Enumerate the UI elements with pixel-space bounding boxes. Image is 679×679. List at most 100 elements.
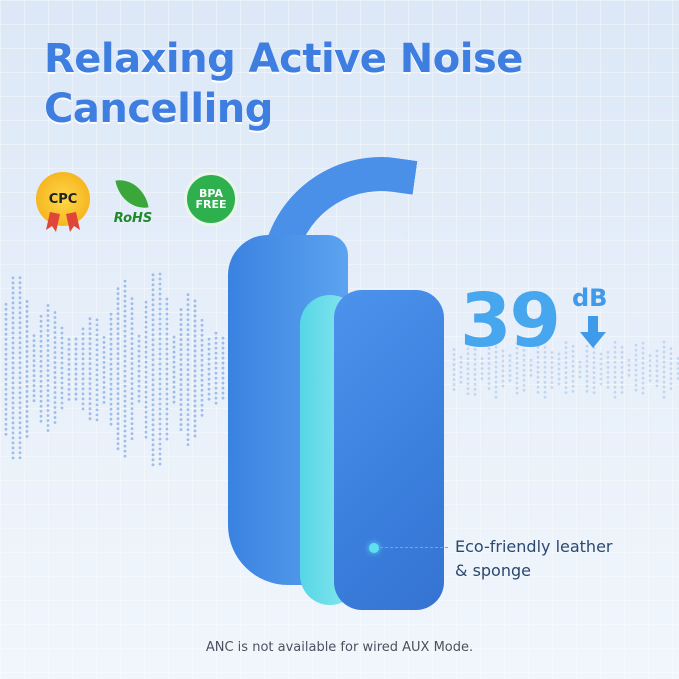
wave-dot xyxy=(109,387,113,391)
wave-dot xyxy=(116,307,120,311)
wave-dot xyxy=(200,413,204,417)
wave-dot xyxy=(557,357,561,361)
wave-dot xyxy=(501,369,505,373)
wave-dot xyxy=(515,386,519,390)
wave-dot xyxy=(158,452,162,456)
wave-dot xyxy=(207,357,211,361)
wave-dot xyxy=(116,407,120,411)
wave-dot xyxy=(186,328,190,332)
wave-dot xyxy=(144,395,148,399)
wave-dot xyxy=(25,320,29,323)
feature-line1: Eco-friendly leather xyxy=(455,537,613,556)
wave-dot xyxy=(46,424,50,427)
wave-dot xyxy=(550,376,554,379)
wave-dot xyxy=(655,384,659,388)
wave-dot xyxy=(18,281,22,285)
wave-dot xyxy=(221,371,225,375)
wave-dot xyxy=(25,380,29,383)
wave-dot xyxy=(172,345,176,349)
noise-reduction-value: 39 xyxy=(460,278,561,364)
wave-dot xyxy=(179,338,183,341)
wave-dot xyxy=(151,383,155,387)
sound-wave-graphic xyxy=(4,272,679,467)
wave-dot xyxy=(515,356,519,360)
wave-dot xyxy=(452,368,456,371)
wave-dot xyxy=(557,352,561,356)
wave-dot xyxy=(144,430,148,434)
wave-dot xyxy=(18,446,22,450)
wave-dot xyxy=(151,428,155,432)
wave-dot xyxy=(4,422,8,426)
wave-dot xyxy=(53,311,57,314)
wave-dot xyxy=(158,332,162,336)
wave-dot xyxy=(473,372,477,376)
wave-dot xyxy=(123,444,127,448)
wave-dot xyxy=(109,417,113,421)
wave-dot xyxy=(46,429,50,432)
wave-dot xyxy=(102,375,106,379)
wave-dot xyxy=(165,322,169,326)
wave-dot xyxy=(116,377,120,381)
wave-dot xyxy=(193,329,197,333)
wave-dot xyxy=(627,358,631,362)
wave-dot xyxy=(144,410,148,414)
wave-dot xyxy=(494,365,498,369)
wave-dot xyxy=(95,353,99,357)
wave-dot xyxy=(214,376,218,380)
wave-dot xyxy=(4,372,8,376)
wave-dot xyxy=(39,369,43,373)
wave-dot xyxy=(67,397,71,401)
wave-dot xyxy=(158,352,162,356)
wave-dot xyxy=(109,362,113,366)
wave-dot xyxy=(662,350,666,354)
wave-dot xyxy=(88,362,92,366)
wave-dot xyxy=(186,408,190,412)
wave-dot xyxy=(130,402,134,406)
wave-dot xyxy=(508,374,512,377)
wave-dot xyxy=(606,371,610,374)
wave-dot xyxy=(18,311,22,315)
wave-dot xyxy=(60,336,64,340)
wave-dot xyxy=(655,349,659,353)
wave-dot xyxy=(60,381,64,385)
wave-dot xyxy=(18,431,22,435)
wave-dot xyxy=(480,367,484,370)
wave-dot xyxy=(193,374,197,378)
wave-dot xyxy=(81,407,85,411)
wave-dot xyxy=(60,406,64,410)
wave-dot xyxy=(186,373,190,377)
wave-dot xyxy=(634,373,638,377)
wave-dot xyxy=(4,347,8,351)
rohs-badge: RoHS xyxy=(106,172,160,226)
wave-dot xyxy=(95,368,99,372)
wave-dot xyxy=(144,405,148,409)
wave-dot xyxy=(144,345,148,349)
wave-dot xyxy=(53,421,57,424)
wave-dot xyxy=(186,298,190,302)
wave-dot xyxy=(116,337,120,341)
wave-dot xyxy=(130,412,134,416)
wave-dot xyxy=(585,389,589,393)
wave-dot xyxy=(599,382,603,386)
wave-dot xyxy=(585,344,589,348)
wave-dot xyxy=(46,384,50,387)
wave-dot xyxy=(137,369,141,373)
wave-dot xyxy=(67,392,71,396)
wave-dot xyxy=(529,373,533,377)
wave-dot xyxy=(11,451,15,455)
wave-dot xyxy=(466,347,470,351)
wave-dot xyxy=(46,329,50,332)
wave-dot xyxy=(11,326,15,330)
wave-dot xyxy=(214,396,218,400)
wave-dot xyxy=(494,380,498,384)
wave-dot xyxy=(39,344,43,348)
wave-dot xyxy=(116,402,120,406)
wave-dot xyxy=(88,352,92,356)
wave-dot xyxy=(11,401,15,405)
wave-dot xyxy=(4,342,8,346)
wave-dot xyxy=(46,409,50,412)
wave-dot xyxy=(473,377,477,381)
wave-dot xyxy=(95,338,99,342)
wave-dot xyxy=(151,313,155,317)
wave-dot xyxy=(158,402,162,406)
